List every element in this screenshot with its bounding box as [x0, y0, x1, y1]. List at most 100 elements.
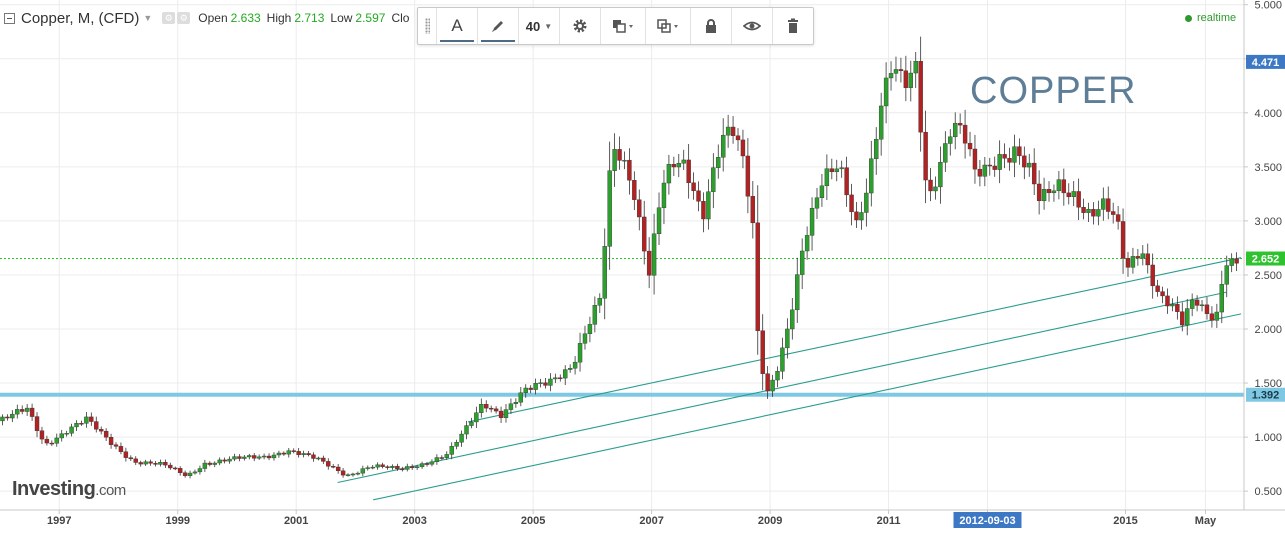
x-tick-label: 1999 — [165, 515, 189, 527]
candle-body — [1160, 291, 1165, 297]
candle-body — [671, 164, 677, 168]
candle-body — [888, 73, 894, 79]
candle-body — [720, 134, 726, 158]
collapse-legend-icon[interactable] — [4, 12, 15, 24]
text-tool-button[interactable]: A — [437, 8, 478, 44]
trendline[interactable] — [467, 257, 1242, 423]
candle-body — [128, 457, 134, 460]
settings-button[interactable] — [560, 8, 601, 44]
candle-body — [424, 463, 430, 465]
candle-body — [696, 190, 701, 202]
candle-body — [933, 186, 938, 192]
x-tick-label: 2015 — [1113, 515, 1137, 527]
candle-body — [1140, 253, 1146, 259]
settings-mini-icon-2[interactable]: ⚙ — [177, 12, 191, 24]
candle-body — [335, 466, 341, 472]
x-tick-label: 2007 — [639, 515, 663, 527]
candle-body — [676, 163, 681, 168]
trash-icon — [788, 18, 798, 33]
settings-mini-icon[interactable]: ⚙ — [162, 12, 176, 24]
candle-body — [716, 157, 721, 168]
candle-body — [992, 165, 997, 170]
candle-body — [187, 472, 193, 476]
trendline[interactable] — [373, 313, 1242, 501]
delete-button[interactable] — [773, 8, 813, 44]
candle-body — [844, 167, 849, 196]
candle-body — [1145, 253, 1150, 266]
brush-button[interactable] — [478, 8, 519, 44]
candle-body — [177, 468, 183, 473]
price-badge-label: 2.652 — [1252, 254, 1280, 266]
chevron-down-icon[interactable]: ▼ — [143, 13, 153, 23]
candle-body — [558, 377, 563, 379]
candle-body — [957, 123, 963, 126]
candle-body — [878, 105, 884, 140]
candle-body — [479, 404, 484, 413]
candle-body — [869, 158, 874, 194]
candle-body — [1091, 209, 1096, 217]
candle-body — [173, 467, 178, 470]
candle-body — [266, 455, 272, 459]
candle-body — [523, 387, 528, 393]
candle-body — [429, 461, 435, 465]
candle-body — [444, 454, 449, 458]
candle-body — [84, 416, 89, 424]
candle-body — [795, 274, 800, 311]
candle-body — [439, 457, 445, 459]
candle-body — [735, 135, 741, 141]
chart-legend: Copper, M, (CFD) ▼ ⚙ ⚙ Open 2.633 High 2… — [4, 9, 409, 27]
trendline[interactable] — [337, 291, 1227, 484]
candle-body — [1234, 258, 1239, 264]
candle-body — [943, 143, 948, 163]
candle-body — [138, 462, 143, 465]
logo-suffix: .com — [95, 482, 126, 499]
candle-body — [316, 457, 321, 460]
candle-body — [390, 465, 395, 468]
candle-body — [355, 472, 361, 475]
candle-body — [854, 211, 859, 221]
candle-body — [829, 168, 835, 173]
logo-text: Investing — [12, 478, 96, 500]
candle-body — [612, 149, 617, 171]
candle-body — [997, 154, 1002, 170]
grip-icon[interactable] — [418, 8, 437, 44]
chart-annotation-text[interactable]: COPPER — [970, 70, 1137, 112]
status-dot-icon — [1185, 14, 1192, 22]
x-tick-label: 2003 — [402, 515, 426, 527]
candle-body — [409, 466, 415, 468]
fill-color-button[interactable] — [601, 8, 646, 44]
candle-body — [1027, 162, 1032, 168]
symbol-title[interactable]: Copper, M, (CFD) — [21, 9, 140, 27]
y-tick-label: 0.500 — [1254, 486, 1282, 498]
candle-body — [918, 61, 923, 133]
candle-body — [587, 324, 593, 334]
x-tick-label: 1997 — [47, 515, 71, 527]
candle-body — [972, 148, 978, 170]
candle-body — [913, 61, 918, 74]
open-value: 2.633 — [230, 11, 261, 25]
font-size-value: 40 — [525, 18, 541, 34]
candle-body — [706, 191, 711, 220]
candle-body — [1106, 198, 1111, 212]
candle-body — [10, 413, 15, 419]
visibility-button[interactable] — [732, 8, 773, 44]
lock-button[interactable] — [691, 8, 732, 44]
candle-body — [474, 412, 479, 423]
line-style-button[interactable] — [646, 8, 691, 44]
candle-body — [400, 468, 405, 471]
candle-body — [123, 451, 129, 458]
candle-body — [538, 382, 543, 384]
candle-body — [543, 382, 548, 386]
candle-body — [553, 377, 558, 380]
candle-body — [212, 462, 217, 465]
candle-body — [533, 383, 538, 390]
candle-body — [874, 139, 879, 159]
font-size-select[interactable]: 40 ▼ — [519, 8, 560, 44]
candle-body — [252, 455, 257, 459]
candle-body — [94, 421, 99, 430]
candle-body — [572, 361, 578, 369]
candle-body — [202, 462, 208, 469]
candle-body — [809, 207, 815, 236]
